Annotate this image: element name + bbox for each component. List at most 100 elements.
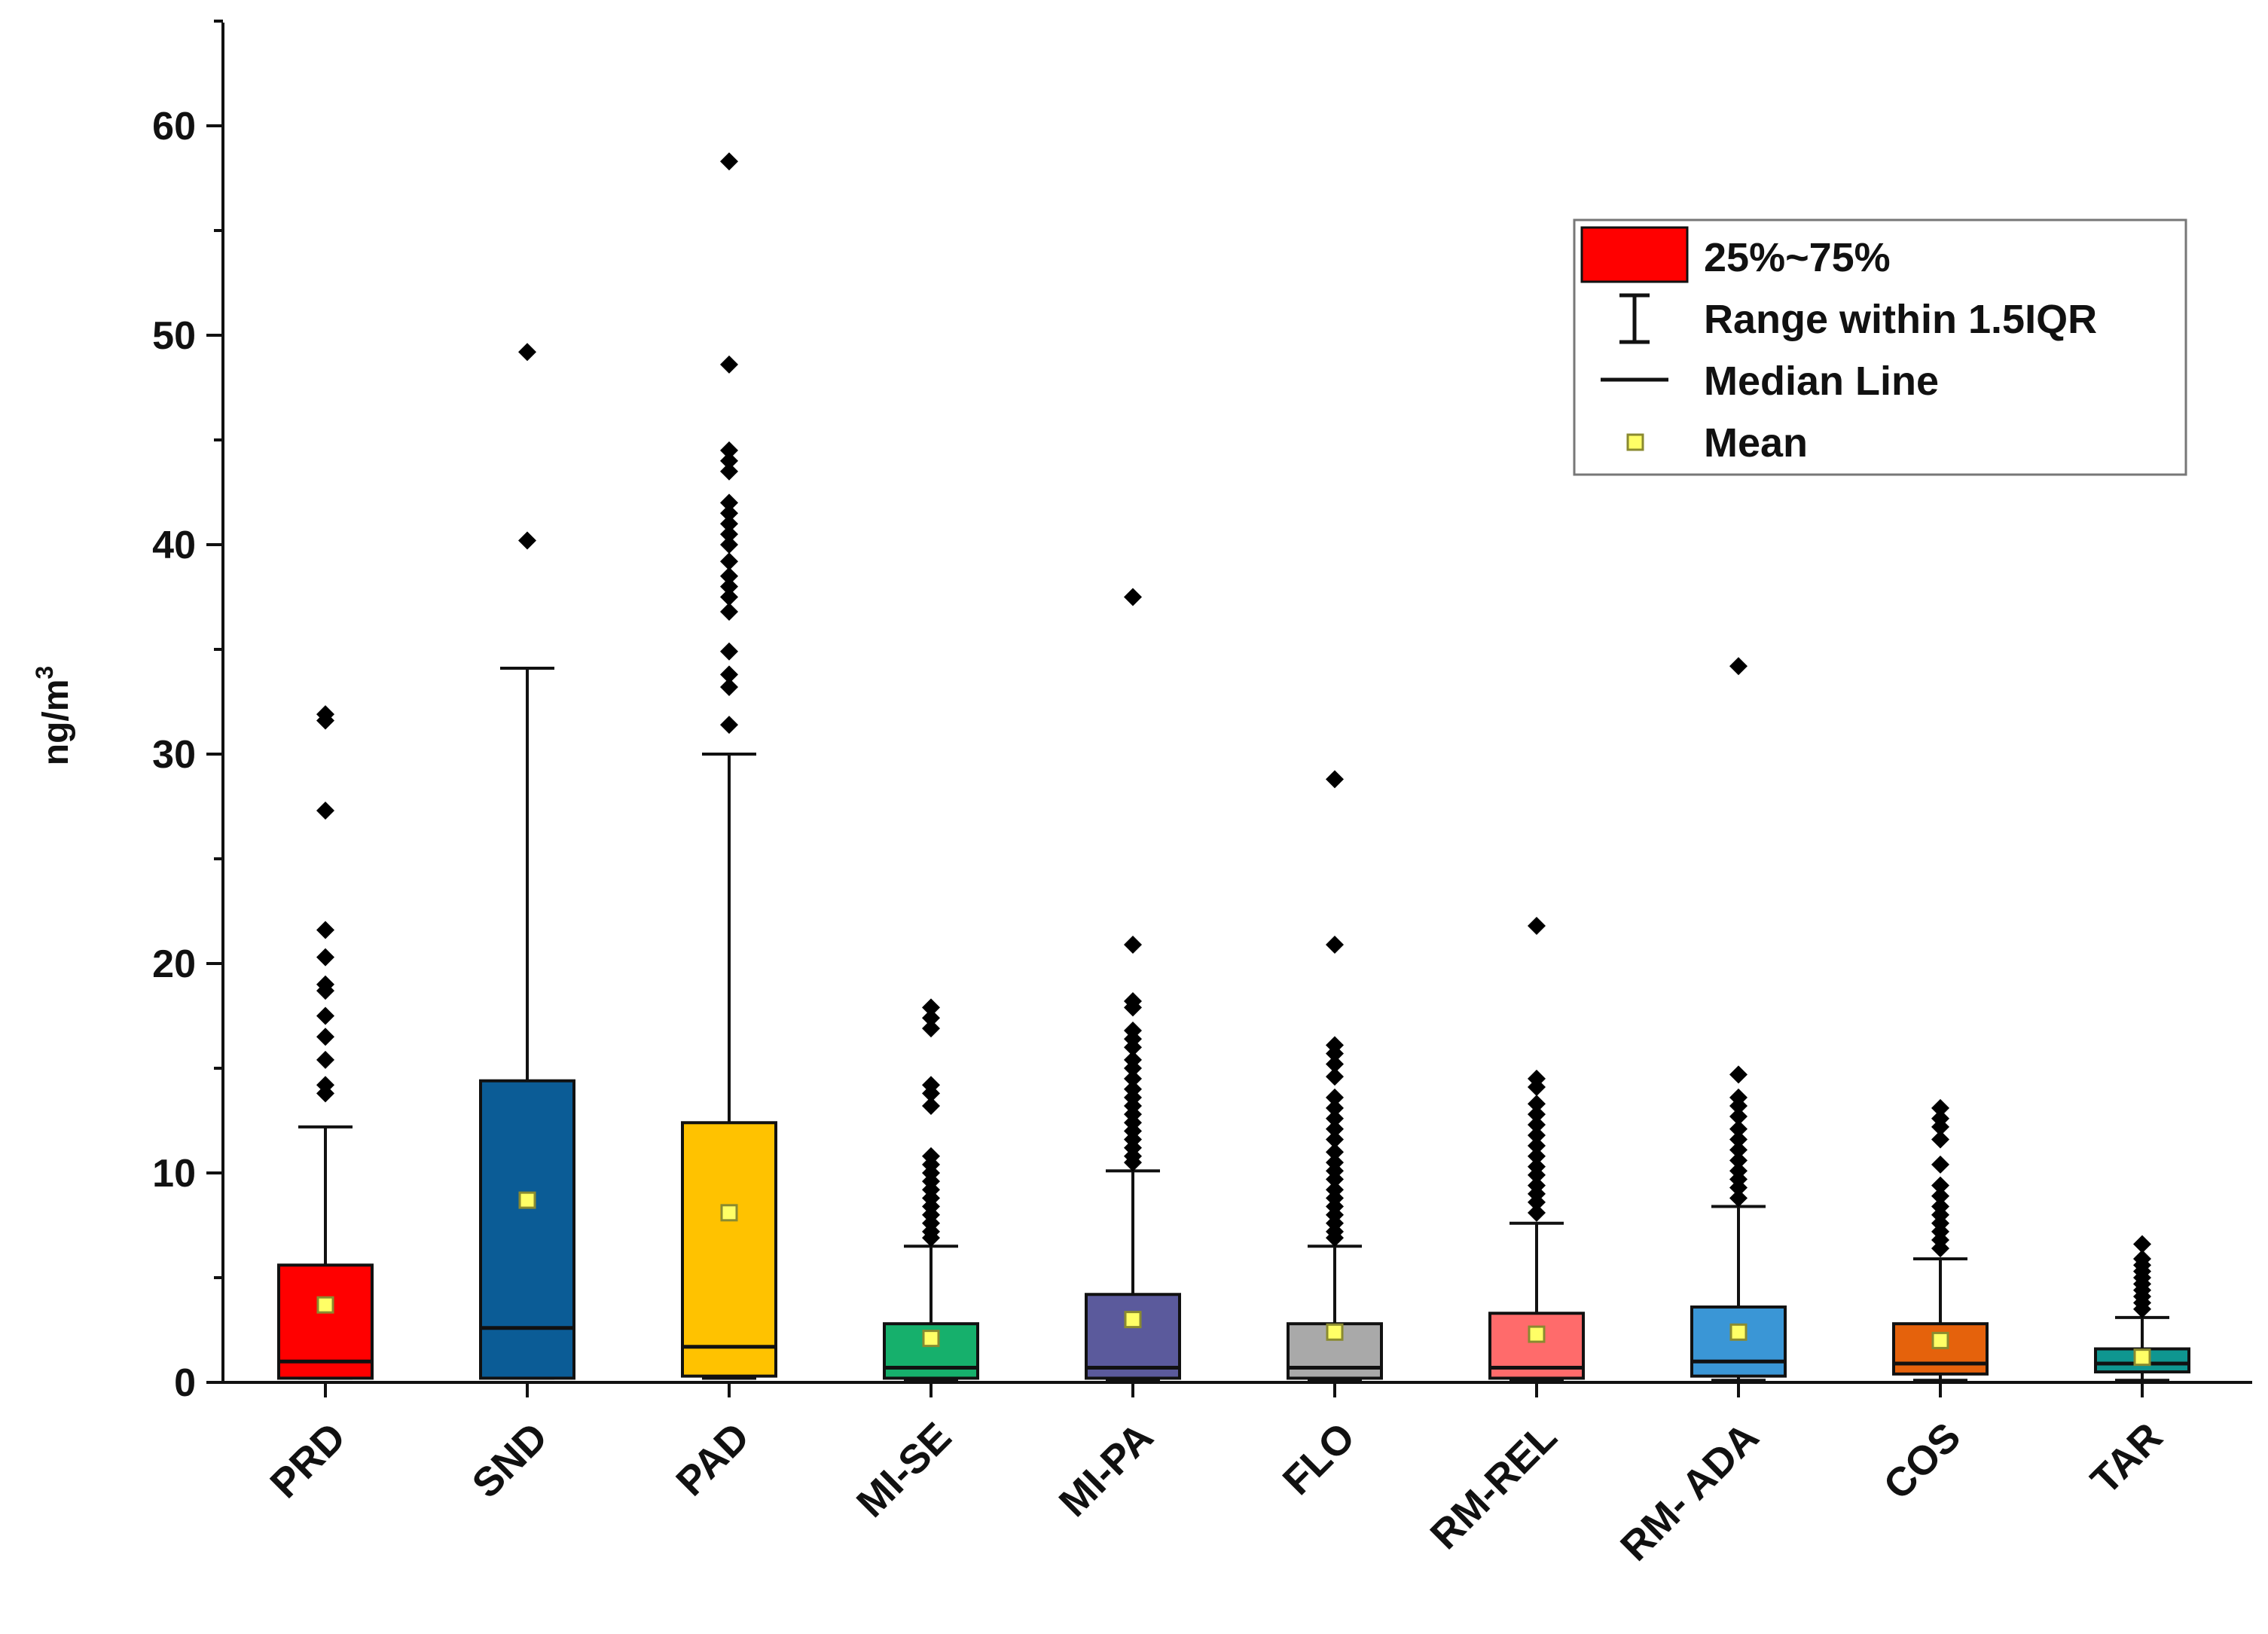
outlier-point bbox=[1528, 916, 1546, 935]
outlier-point bbox=[1528, 1203, 1546, 1222]
outlier-point bbox=[1528, 1095, 1546, 1113]
outlier-point bbox=[720, 552, 738, 571]
outlier-point bbox=[1931, 1155, 1949, 1174]
x-tick-label: SND bbox=[463, 1414, 556, 1507]
iqr-box bbox=[681, 1121, 777, 1378]
mean-marker bbox=[1326, 1323, 1344, 1341]
outlier-point bbox=[1326, 1098, 1344, 1117]
x-tick-label: PRD bbox=[261, 1414, 354, 1507]
outlier-point bbox=[1124, 1153, 1142, 1172]
legend-box-label: 25%~75% bbox=[1704, 235, 1891, 280]
y-tick-label: 40 bbox=[152, 524, 196, 567]
box-group bbox=[1085, 588, 1181, 1382]
legend-whisker-symbol bbox=[1619, 293, 1650, 344]
outlier-point bbox=[1729, 1178, 1748, 1197]
outlier-point bbox=[1124, 1038, 1142, 1057]
y-tick-label: 50 bbox=[152, 314, 196, 358]
y-axis-title-superscript: 3 bbox=[31, 666, 58, 680]
mean-marker bbox=[1931, 1331, 1949, 1349]
outlier-point bbox=[1729, 657, 1748, 676]
outlier-point bbox=[720, 504, 738, 523]
box-group bbox=[883, 998, 979, 1382]
outlier-point bbox=[1326, 935, 1344, 954]
outlier-point bbox=[1528, 1165, 1546, 1184]
outlier-point bbox=[316, 1006, 334, 1025]
outlier-point bbox=[1729, 1065, 1748, 1084]
outlier-point bbox=[316, 921, 334, 939]
outlier-point bbox=[1326, 1119, 1344, 1138]
outlier-point bbox=[518, 343, 536, 362]
x-tick-label: FLO bbox=[1274, 1414, 1364, 1504]
outlier-point bbox=[1124, 998, 1142, 1017]
outlier-point bbox=[1528, 1078, 1546, 1097]
outlier-point bbox=[720, 525, 738, 544]
outlier-point bbox=[1326, 1130, 1344, 1149]
outlier-point bbox=[720, 642, 738, 661]
outlier-point bbox=[1528, 1105, 1546, 1124]
outlier-point bbox=[1326, 1044, 1344, 1063]
x-tick-label: MI-SE bbox=[848, 1414, 960, 1526]
legend-mean-label: Mean bbox=[1704, 420, 1808, 466]
box-group bbox=[479, 343, 575, 1380]
outlier-point bbox=[720, 515, 738, 533]
y-tick-label: 10 bbox=[152, 1152, 196, 1196]
legend: 25%~75% Range within 1.5IQR Median Line … bbox=[1573, 218, 2187, 476]
mean-marker bbox=[1528, 1325, 1546, 1343]
outlier-point bbox=[316, 1084, 334, 1103]
outlier-point bbox=[720, 577, 738, 596]
outlier-point bbox=[1124, 1059, 1142, 1077]
mean-marker bbox=[1124, 1311, 1142, 1329]
outlier-point bbox=[720, 441, 738, 460]
outlier-point bbox=[2133, 1300, 2151, 1318]
outlier-point bbox=[518, 531, 536, 550]
outlier-point bbox=[316, 948, 334, 967]
outlier-point bbox=[1931, 1117, 1949, 1136]
outlier-point bbox=[316, 711, 334, 730]
outlier-point bbox=[1931, 1130, 1949, 1149]
outlier-point bbox=[922, 998, 940, 1017]
outlier-point bbox=[720, 355, 738, 374]
legend-median-label: Median Line bbox=[1704, 359, 1939, 404]
outlier-point bbox=[922, 1009, 940, 1028]
outlier-point bbox=[1528, 1147, 1546, 1165]
outlier-point bbox=[1528, 1116, 1546, 1135]
outlier-point bbox=[922, 1229, 940, 1248]
outlier-point bbox=[1528, 1125, 1546, 1144]
iqr-box bbox=[1085, 1293, 1181, 1380]
iqr-box bbox=[277, 1263, 374, 1380]
outlier-point bbox=[720, 451, 738, 470]
outlier-point bbox=[1729, 1130, 1748, 1149]
outlier-point bbox=[922, 1097, 940, 1116]
outlier-point bbox=[720, 493, 738, 512]
outlier-point bbox=[316, 1050, 334, 1069]
outlier-point bbox=[720, 716, 738, 735]
outlier-point bbox=[1931, 1176, 1949, 1195]
outlier-point bbox=[1326, 1055, 1344, 1074]
svg-text:ng/m3: ng/m3 bbox=[31, 666, 76, 765]
outlier-point bbox=[1326, 770, 1344, 789]
outlier-point bbox=[1931, 1187, 1949, 1205]
y-axis-ticks: 0 10 20 30 40 50 60 bbox=[152, 20, 223, 1405]
x-tick-label: COS bbox=[1875, 1414, 1969, 1508]
outlier-point bbox=[720, 665, 738, 684]
outlier-point bbox=[1729, 1189, 1748, 1208]
box-group bbox=[1690, 657, 1787, 1382]
y-tick-label: 60 bbox=[152, 105, 196, 148]
outlier-point bbox=[1528, 1136, 1546, 1155]
x-tick-label: TAR bbox=[2082, 1414, 2171, 1503]
outlier-point bbox=[316, 802, 334, 820]
outlier-point bbox=[720, 462, 738, 481]
legend-mean-symbol bbox=[1626, 433, 1644, 451]
mean-marker bbox=[922, 1330, 940, 1348]
mean-marker bbox=[2133, 1348, 2151, 1367]
x-tick-label: RM- ADA bbox=[1612, 1414, 1767, 1569]
box-group bbox=[2094, 1235, 2190, 1382]
box-group bbox=[1892, 1098, 1989, 1382]
outlier-point bbox=[1931, 1239, 1949, 1258]
mean-marker bbox=[518, 1191, 536, 1209]
y-tick-label: 20 bbox=[152, 942, 196, 986]
outlier-point bbox=[720, 152, 738, 171]
outlier-point bbox=[1729, 1107, 1748, 1125]
outlier-point bbox=[1729, 1141, 1748, 1159]
x-tick-label: PAD bbox=[667, 1414, 758, 1504]
